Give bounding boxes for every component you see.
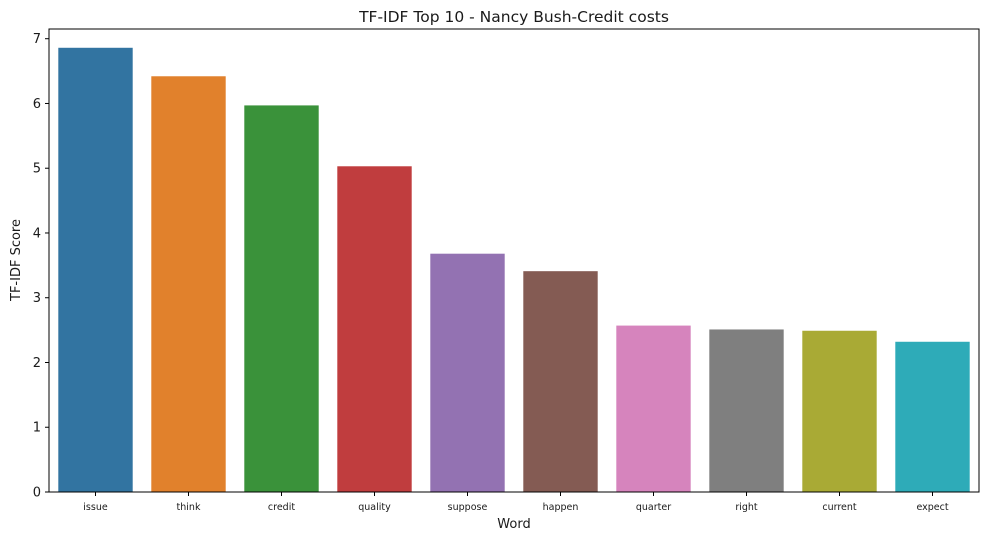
bar-expect <box>895 341 970 492</box>
y-tick-label-6: 6 <box>33 97 41 112</box>
x-tick-label-quality: quality <box>358 502 391 513</box>
y-tick-label-0: 0 <box>33 486 41 501</box>
x-tick-label-suppose: suppose <box>448 502 488 513</box>
x-axis: issue think credit quality suppose happen quar… <box>83 492 949 513</box>
bars-group <box>58 47 970 493</box>
y-tick-label-3: 3 <box>33 291 41 306</box>
x-tick-label-think: think <box>177 502 201 513</box>
x-tick-label-right: right <box>735 502 758 513</box>
x-axis-label: Word <box>497 517 530 532</box>
y-tick-label-2: 2 <box>33 356 41 371</box>
x-tick-label-expect: expect <box>916 502 948 513</box>
bar-current <box>802 330 877 492</box>
bar-quality <box>337 166 412 492</box>
x-tick-label-quarter: quarter <box>636 502 671 513</box>
y-tick-label-7: 7 <box>33 32 41 47</box>
bar-right <box>709 329 784 492</box>
chart-title: TF-IDF Top 10 - Nancy Bush-Credit costs <box>358 8 669 26</box>
bar-issue <box>58 47 133 492</box>
bar-credit <box>244 105 319 492</box>
y-axis: 0 1 2 3 4 5 6 7 <box>33 32 49 501</box>
x-tick-label-credit: credit <box>268 502 295 513</box>
y-axis-label: TF-IDF Score <box>9 219 24 302</box>
x-tick-label-current: current <box>822 502 857 513</box>
x-tick-label-happen: happen <box>543 502 579 513</box>
y-tick-label-1: 1 <box>33 421 41 436</box>
y-tick-label-4: 4 <box>33 226 41 241</box>
bar-quarter <box>616 325 691 492</box>
plot-frame <box>48 28 980 493</box>
bar-happen <box>523 271 598 492</box>
y-tick-label-5: 5 <box>33 162 41 177</box>
bar-suppose <box>430 253 505 492</box>
x-tick-label-issue: issue <box>83 502 108 513</box>
bar-think <box>151 76 226 493</box>
